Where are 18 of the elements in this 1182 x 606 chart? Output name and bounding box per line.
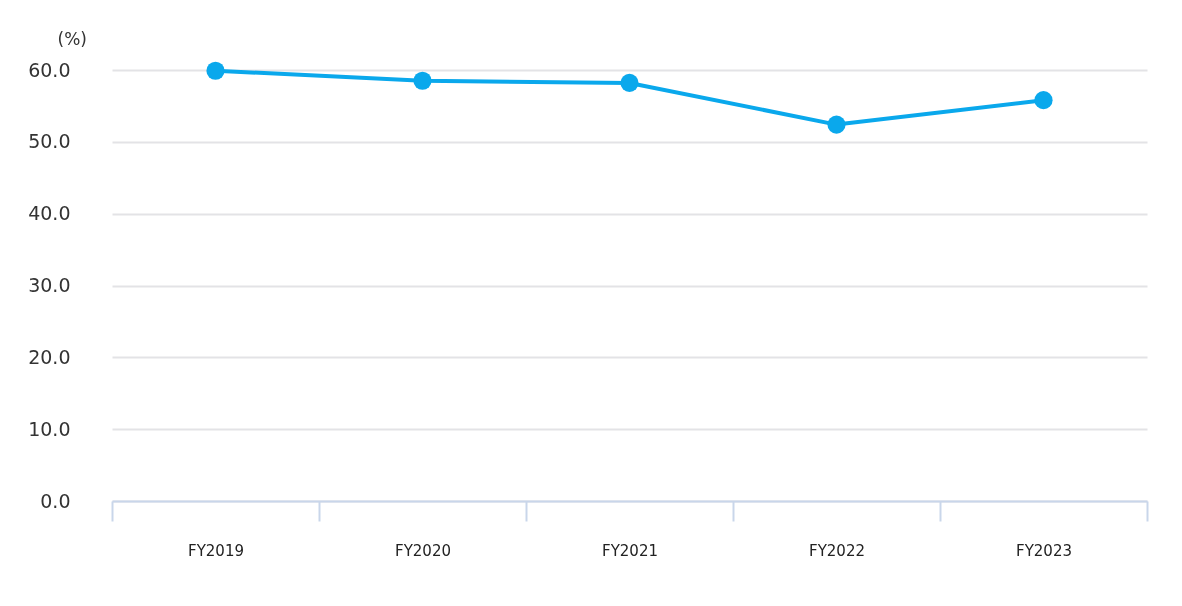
x-tick-label: FY2021 <box>602 541 658 560</box>
x-tick-label: FY2020 <box>395 541 451 560</box>
point <box>827 115 846 134</box>
y-tick-label: 50.0 <box>28 130 71 153</box>
y-tick-label: 30.0 <box>28 274 71 296</box>
y-tick-label: 0.0 <box>40 489 71 512</box>
point <box>413 71 432 90</box>
y-tick-label: 20.0 <box>28 345 71 368</box>
x-tick-label: FY2023 <box>1016 541 1072 560</box>
y-tick-label: 40.0 <box>28 202 71 225</box>
y-tick-label: 60.0 <box>28 58 71 81</box>
point <box>206 61 225 80</box>
x-tick-label: FY2019 <box>188 541 244 560</box>
x-tick-label: FY2022 <box>809 541 865 560</box>
y-axis-title: (%) <box>57 28 87 49</box>
point <box>1034 91 1053 110</box>
y-tick-label: 10.0 <box>28 417 71 440</box>
point <box>620 73 639 92</box>
